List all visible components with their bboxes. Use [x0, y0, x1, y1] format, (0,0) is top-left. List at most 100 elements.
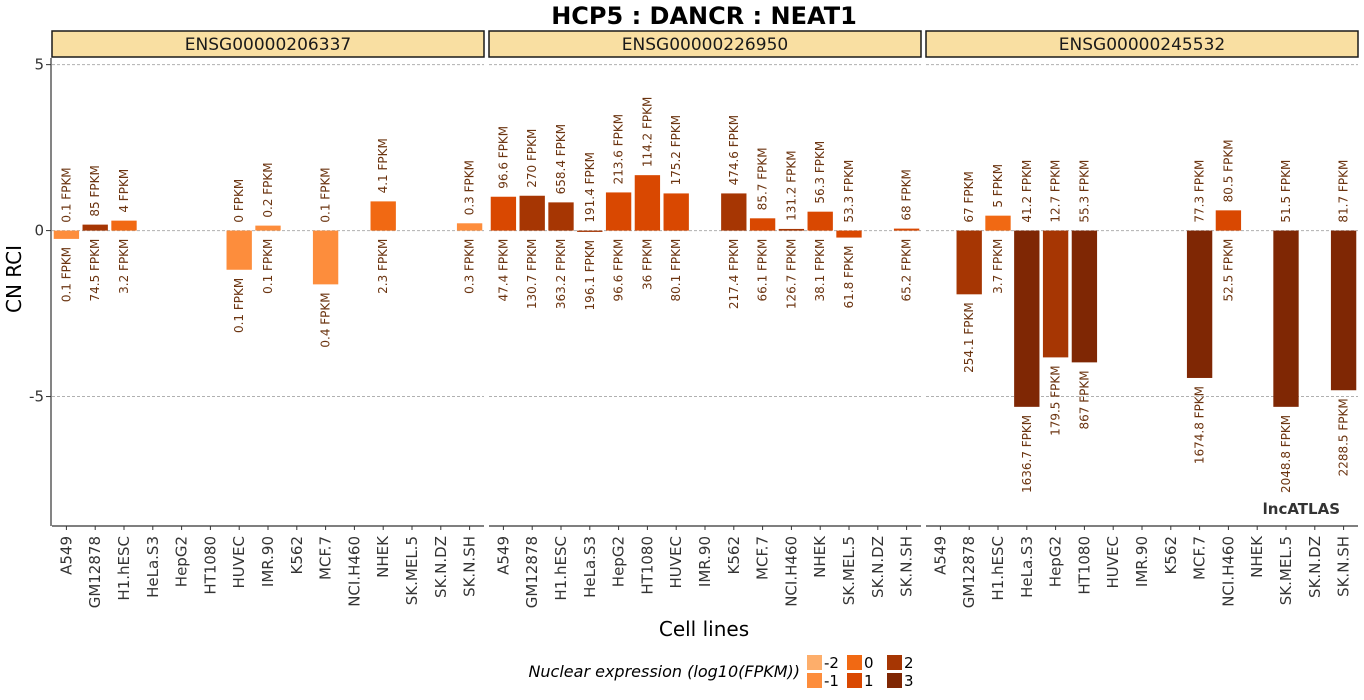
x-tick-label: HT1080 — [638, 536, 656, 595]
x-tick-label: A549 — [931, 536, 949, 575]
bar-HeLa.S3 — [577, 230, 603, 232]
x-tick-label: MCF.7 — [317, 536, 335, 580]
bar-MCF.7 — [1186, 230, 1213, 378]
cyto-fpkm-label: 12.7 FPKM — [1049, 160, 1063, 223]
y-axis: 5 0 -5 — [29, 56, 52, 526]
nuc-fpkm-label: 2288.5 FPKM — [1337, 398, 1351, 476]
x-tick-label: HepG2 — [1047, 536, 1065, 587]
x-tick-label: GM12878 — [86, 536, 104, 608]
lncatlas-watermark: lncATLAS — [1263, 500, 1340, 518]
facet-strip-label: ENSG00000206337 — [185, 35, 351, 55]
x-tick-label: SK.N.DZ — [869, 536, 887, 598]
bar-SK.N.SH — [456, 223, 483, 231]
bar-MCF.7 — [749, 218, 776, 231]
nuc-fpkm-label: 0.4 FPKM — [319, 292, 333, 347]
bar-HT1080 — [634, 175, 661, 231]
cyto-fpkm-label: 270 FPKM — [525, 129, 539, 188]
nuc-fpkm-label: 126.7 FPKM — [784, 239, 798, 310]
nuc-fpkm-label: 254.1 FPKM — [962, 302, 976, 373]
cyto-fpkm-label: 474.6 FPKM — [727, 115, 741, 186]
nuc-fpkm-label: 363.2 FPKM — [554, 239, 568, 310]
cyto-fpkm-label: 41.2 FPKM — [1020, 160, 1034, 223]
bar-MCF.7 — [312, 230, 339, 285]
nuc-fpkm-label: 867 FPKM — [1077, 370, 1091, 429]
nuc-fpkm-label: 0.1 FPKM — [261, 239, 275, 294]
legend: Nuclear expression (log10(FPKM)) -2-1 01 2… — [528, 654, 913, 690]
nuc-fpkm-label: 96.6 FPKM — [612, 239, 626, 302]
cyto-fpkm-label: 80.5 FPKM — [1221, 139, 1235, 202]
bar-HepG2 — [605, 192, 632, 231]
y-axis-title: CN RCI — [2, 245, 26, 313]
y-tick-label: 5 — [34, 56, 44, 74]
x-tick-label: H1.hESC — [552, 536, 570, 601]
x-tick-label: NHEK — [374, 535, 392, 578]
bar-H1.hESC — [985, 215, 1011, 231]
cyto-fpkm-label: 191.4 FPKM — [583, 152, 597, 223]
nuc-fpkm-label: 0.1 FPKM — [59, 247, 73, 302]
x-tick-label: SK.N.SH — [1335, 536, 1353, 597]
cyto-fpkm-label: 68 FPKM — [900, 169, 914, 220]
bar-NCI.H460 — [1215, 210, 1242, 231]
x-tick-label: MCF.7 — [754, 536, 772, 580]
bar-SK.N.SH — [1330, 230, 1357, 391]
x-tick-label: NCI.H460 — [782, 536, 800, 607]
legend-swatch — [847, 655, 862, 670]
bar-H1.hESC — [111, 220, 137, 231]
nuc-fpkm-label: 1636.7 FPKM — [1020, 415, 1034, 493]
x-tick-label: MCF.7 — [1191, 536, 1209, 580]
nuc-fpkm-label: 80.1 FPKM — [669, 239, 683, 302]
x-tick-label: NCI.H460 — [345, 536, 363, 607]
x-tick-label: A549 — [494, 536, 512, 575]
nuc-fpkm-label: 61.8 FPKM — [842, 246, 856, 309]
cyto-fpkm-label: 0.1 FPKM — [319, 167, 333, 222]
x-tick-label: SK.MEL.5 — [840, 536, 858, 605]
nuc-fpkm-label: 3.7 FPKM — [991, 239, 1005, 294]
x-tick-label: H1.hESC — [989, 536, 1007, 601]
cyto-fpkm-label: 0.1 FPKM — [59, 167, 73, 222]
chart-title: HCP5 : DANCR : NEAT1 — [551, 2, 857, 30]
legend-swatch — [887, 673, 902, 688]
nuc-fpkm-label: 66.1 FPKM — [756, 239, 770, 302]
bar-SK.MEL.5 — [1273, 230, 1299, 407]
cyto-fpkm-label: 4.1 FPKM — [376, 138, 390, 193]
legend-label: 0 — [864, 654, 874, 672]
panel-ENSG00000245532: ENSG00000245532 A549 GM12878 H1.hESC HeLa.S3… — [925, 30, 1359, 608]
x-tick-label: NCI.H460 — [1219, 536, 1237, 607]
nuc-fpkm-label: 2.3 FPKM — [376, 239, 390, 294]
bar-NHEK — [370, 201, 396, 231]
bar-HeLa.S3 — [1014, 230, 1040, 407]
x-tick-label: IMR.90 — [1133, 536, 1151, 587]
cyto-fpkm-label: 175.2 FPKM — [669, 115, 683, 186]
legend-swatch — [807, 673, 822, 688]
x-tick-label: HUVEC — [1104, 536, 1122, 588]
x-tick-label: K562 — [288, 536, 306, 574]
legend-swatch — [847, 673, 862, 688]
bar-A549 — [53, 230, 80, 239]
facet-panels: ENSG00000206337 A549 GM12878 H1.hESC HeLa.S3… — [51, 30, 1359, 608]
bar-IMR.90 — [255, 225, 281, 231]
x-tick-label: HeLa.S3 — [581, 536, 599, 598]
nuc-fpkm-label: 2048.8 FPKM — [1279, 415, 1293, 493]
legend-label: -2 — [824, 654, 839, 672]
x-tick-label: HT1080 — [201, 536, 219, 595]
x-tick-label: SK.N.SH — [898, 536, 916, 597]
cyto-fpkm-label: 5 FPKM — [991, 164, 1005, 208]
x-tick-label: SK.N.DZ — [1306, 536, 1324, 598]
nuc-fpkm-label: 130.7 FPKM — [525, 239, 539, 310]
x-tick-label: HepG2 — [610, 536, 628, 587]
cyto-fpkm-label: 213.6 FPKM — [612, 114, 626, 185]
panel-ENSG00000226950: ENSG00000226950 A549 GM12878 H1.hESC HeLa.S3… — [488, 30, 922, 608]
cyto-fpkm-label: 56.3 FPKM — [813, 141, 827, 204]
legend-swatch — [887, 655, 902, 670]
nuc-fpkm-label: 179.5 FPKM — [1049, 365, 1063, 436]
cyto-fpkm-label: 114.2 FPKM — [640, 97, 654, 168]
x-tick-label: HepG2 — [173, 536, 191, 587]
x-tick-label: NHEK — [811, 535, 829, 578]
nuc-fpkm-label: 36 FPKM — [640, 239, 654, 290]
x-tick-label: A549 — [57, 536, 75, 575]
x-tick-label: H1.hESC — [115, 536, 133, 601]
cyto-fpkm-label: 131.2 FPKM — [784, 150, 798, 221]
bar-NHEK — [807, 211, 833, 231]
bar-A549 — [490, 196, 517, 231]
